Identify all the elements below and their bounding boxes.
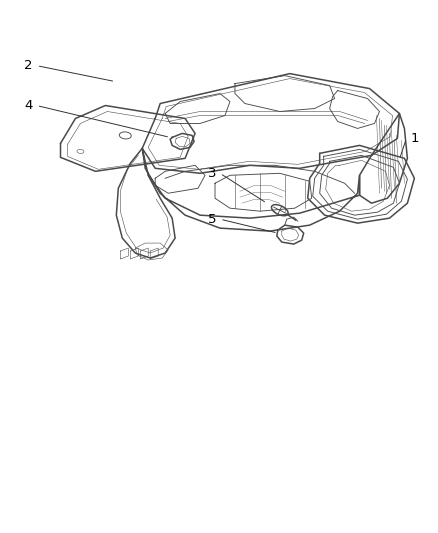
- Text: 3: 3: [208, 167, 216, 180]
- Text: 5: 5: [208, 213, 216, 225]
- Text: 2: 2: [25, 59, 33, 72]
- Text: 4: 4: [25, 99, 33, 112]
- Text: 1: 1: [410, 132, 419, 145]
